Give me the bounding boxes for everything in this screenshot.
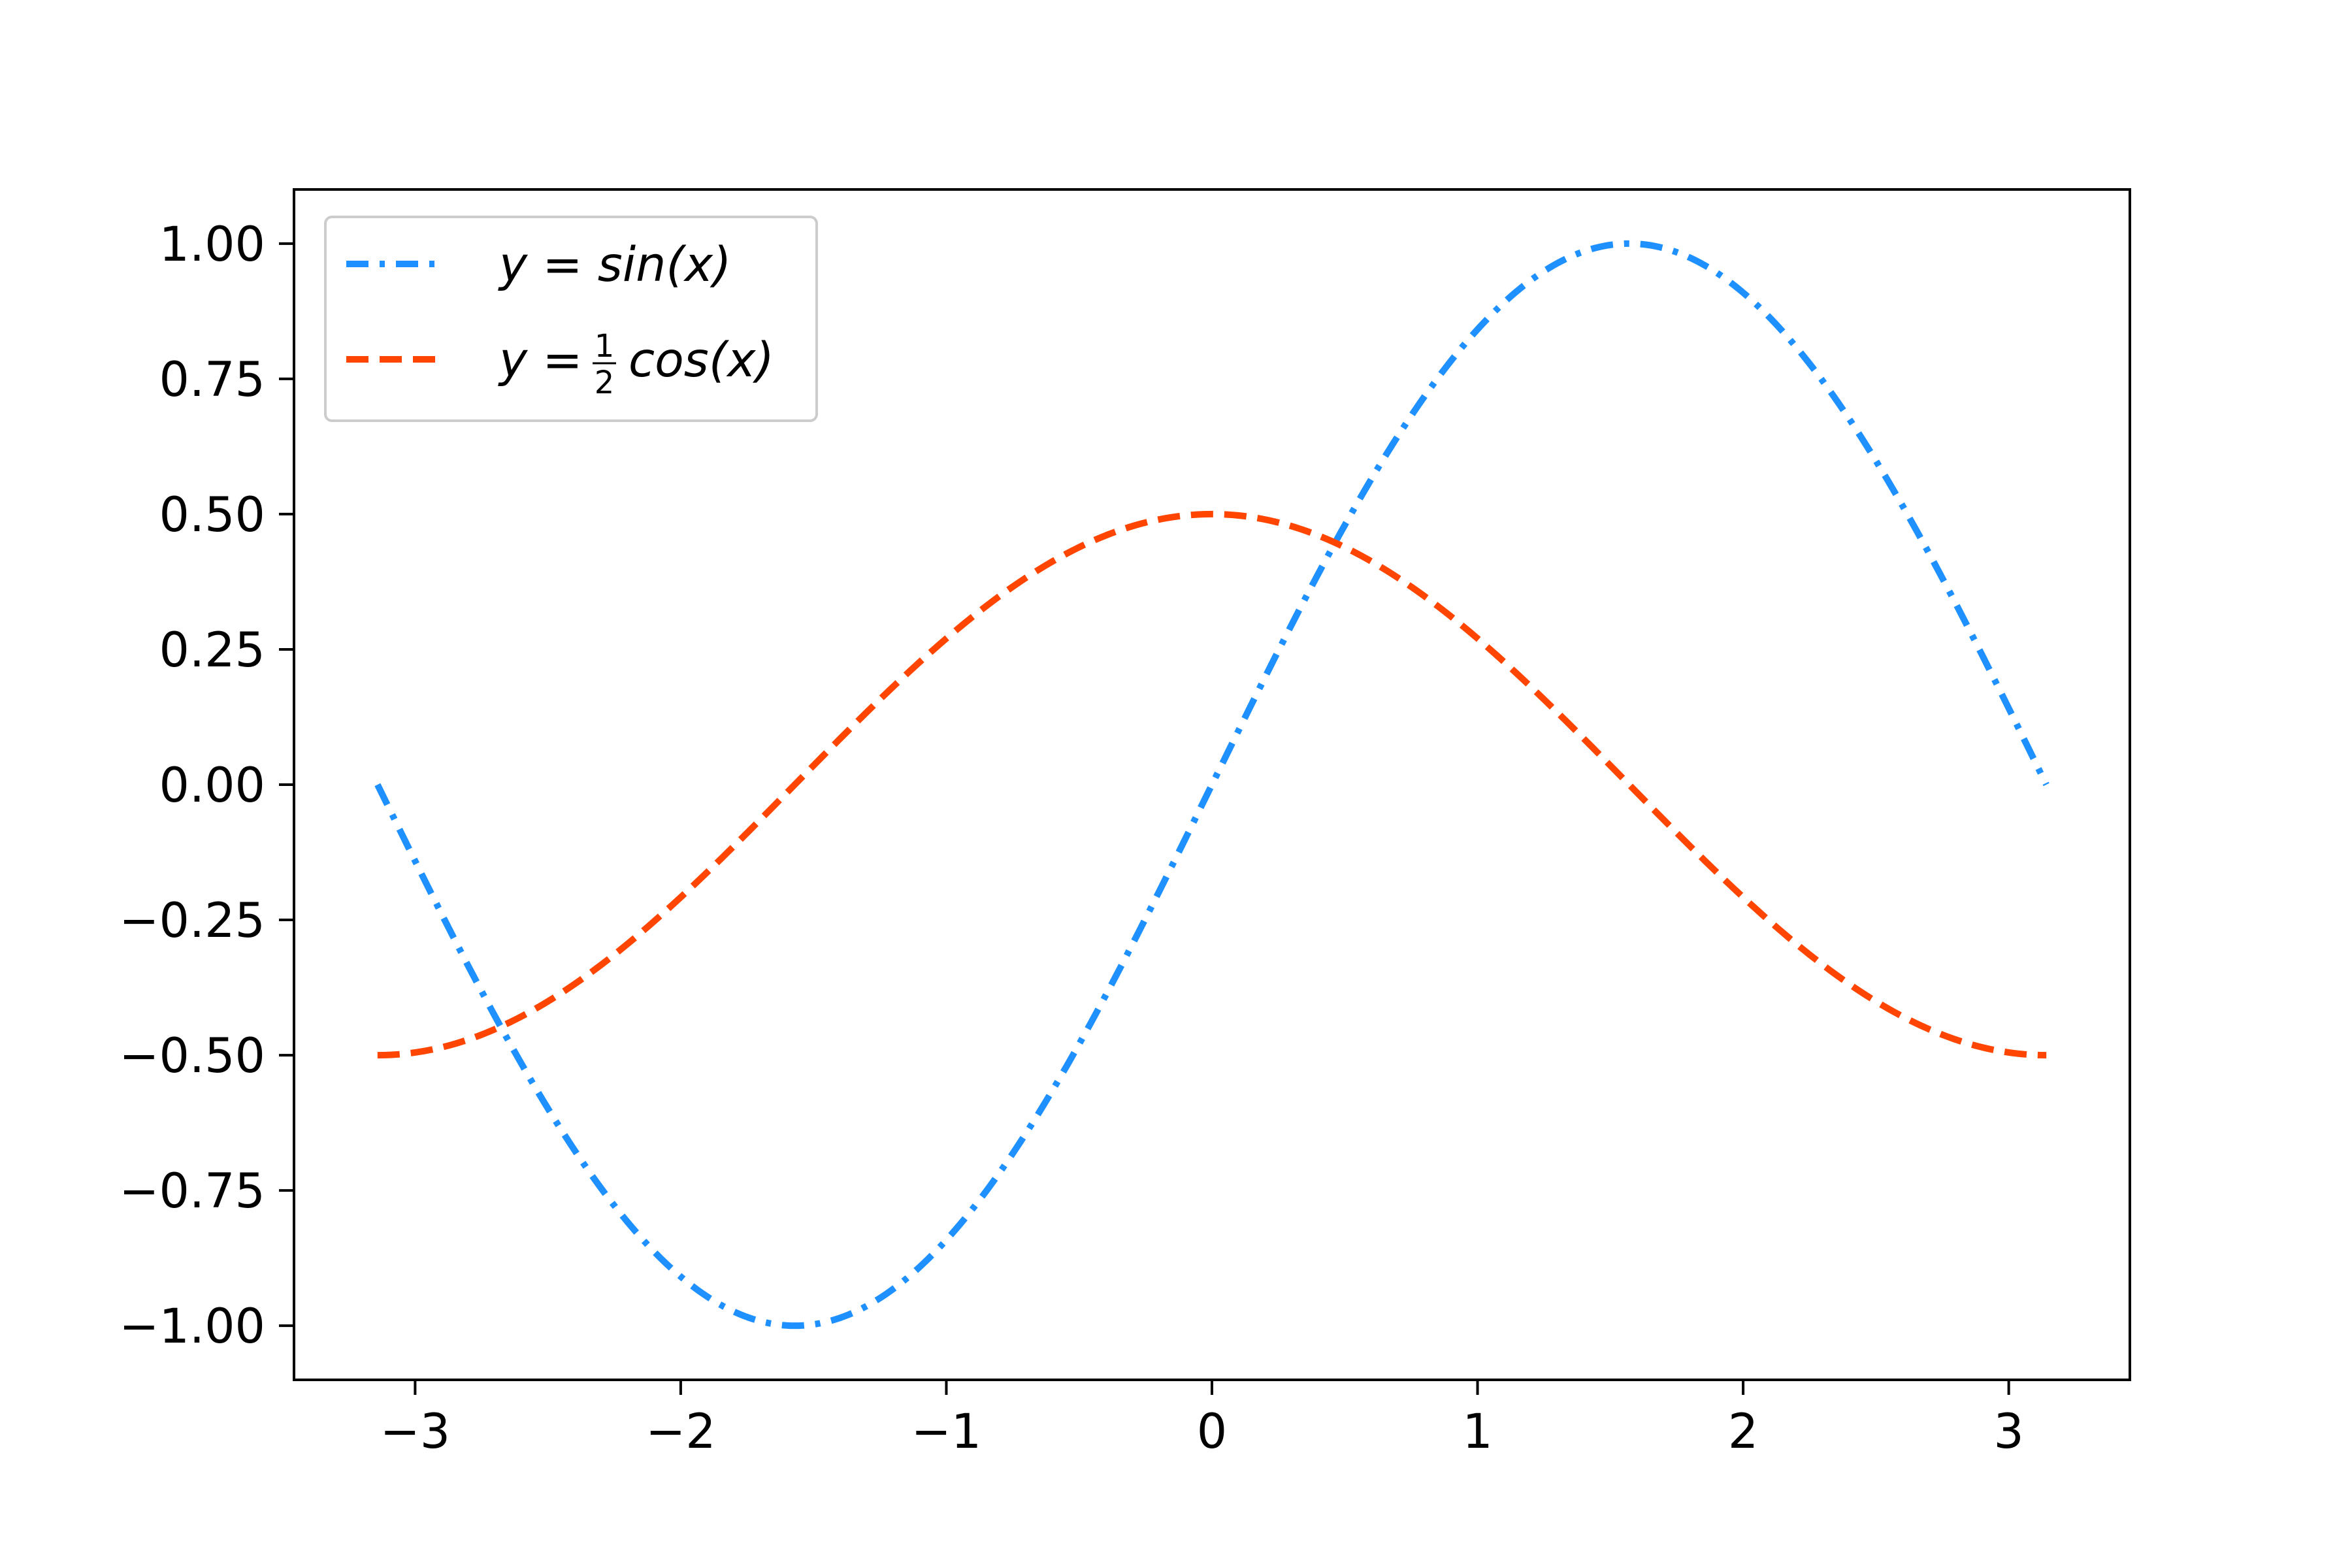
y-tick-label: −0.25 xyxy=(119,893,265,949)
y-axis: 1.00 0.75 0.50 0.25 0.00 −0.25 −0.50 −0.75 −1.00 xyxy=(119,217,294,1354)
legend-label-body: cos(x) xyxy=(629,333,774,388)
x-tick-label: 0 xyxy=(1197,1404,1227,1460)
legend-label-1: y = sin(x) xyxy=(498,237,732,293)
y-tick-label: 0.50 xyxy=(159,487,265,543)
legend-fraction-denominator: 2 xyxy=(595,365,615,401)
x-tick-label: −1 xyxy=(911,1404,982,1460)
x-tick-label: 1 xyxy=(1462,1404,1492,1460)
x-tick-label: 3 xyxy=(1993,1404,2023,1460)
x-tick-label: −2 xyxy=(645,1404,716,1460)
y-tick-label: −0.75 xyxy=(119,1164,265,1219)
legend-box xyxy=(324,216,818,422)
series-line-1 xyxy=(374,240,2050,1330)
series-layer xyxy=(374,240,2050,1330)
y-tick-label: 0.75 xyxy=(159,352,265,408)
x-tick-label: 2 xyxy=(1728,1404,1758,1460)
series-line-2 xyxy=(377,510,2047,1059)
y-tick-label: 1.00 xyxy=(159,217,265,272)
y-tick-label: −0.50 xyxy=(119,1028,265,1084)
y-tick-label: 0.25 xyxy=(159,623,265,678)
y-tick-label: 0.00 xyxy=(159,758,265,813)
x-axis: −3 −2 −1 0 1 2 3 xyxy=(380,1380,2024,1460)
x-tick-label: −3 xyxy=(380,1404,451,1460)
y-tick-label: −1.00 xyxy=(119,1299,265,1354)
legend-fraction-numerator: 1 xyxy=(595,328,615,365)
legend: y = sin(x) y = 12 cos(x) xyxy=(324,216,818,422)
legend-label-2: y = xyxy=(498,333,583,388)
